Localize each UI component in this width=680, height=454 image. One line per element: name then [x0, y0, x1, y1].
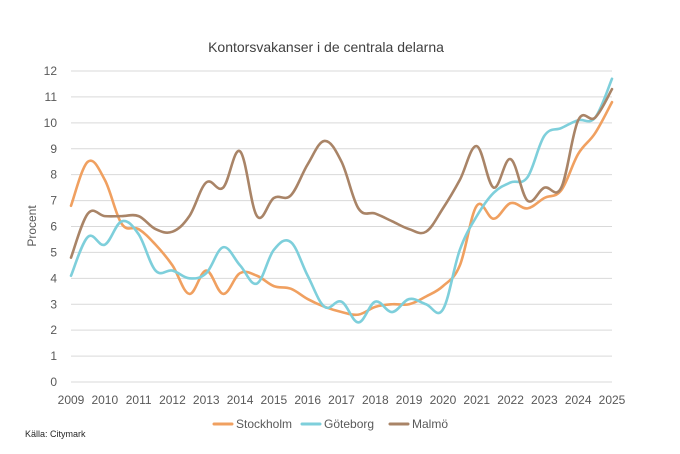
- y-axis-title: Procent: [25, 205, 39, 247]
- x-tick-label: 2023: [531, 393, 558, 407]
- x-tick-label: 2020: [430, 393, 457, 407]
- legend-label: Malmö: [412, 417, 448, 431]
- y-tick-label: 8: [50, 168, 57, 182]
- series-line-malmo: [69, 87, 614, 259]
- x-tick-label: 2012: [159, 393, 186, 407]
- y-tick-label: 5: [50, 245, 57, 259]
- x-tick-label: 2010: [91, 393, 118, 407]
- y-tick-label: 11: [45, 90, 58, 104]
- y-tick-label: 3: [50, 297, 57, 311]
- x-tick-label: 2015: [261, 393, 288, 407]
- x-tick-label: 2009: [58, 393, 85, 407]
- legend-item-stockholm: Stockholm: [212, 417, 292, 431]
- y-tick-label: 1: [50, 349, 57, 363]
- x-tick-label: 2025: [599, 393, 626, 407]
- x-tick-label: 2013: [193, 393, 220, 407]
- x-tick-label: 2019: [396, 393, 423, 407]
- legend: Stockholm Göteborg Malmö: [212, 417, 448, 431]
- y-tick-label: 9: [50, 142, 57, 156]
- series-lines: [69, 77, 614, 324]
- x-tick-label: 2021: [463, 393, 490, 407]
- x-tick-label: 2024: [565, 393, 592, 407]
- legend-label: Göteborg: [324, 417, 374, 431]
- y-tick-label: 10: [44, 116, 58, 130]
- y-tick-label: 4: [50, 271, 57, 285]
- x-tick-label: 2011: [126, 393, 152, 407]
- y-tick-label: 0: [50, 375, 57, 389]
- y-tick-label: 6: [50, 220, 57, 234]
- source-note: Källa: Citymark: [25, 429, 86, 439]
- series-line-stockholm: [69, 100, 614, 317]
- y-tick-label: 7: [50, 194, 57, 208]
- x-tick-label: 2014: [227, 393, 254, 407]
- x-tick-label: 2016: [294, 393, 321, 407]
- chart-title: Kontorsvakanser i de centrala delarna: [208, 39, 444, 55]
- y-tick-label: 2: [50, 323, 57, 337]
- x-tick-label: 2018: [362, 393, 389, 407]
- legend-item-malmo: Malmö: [388, 417, 448, 431]
- y-tick-label: 12: [44, 64, 58, 78]
- series-line-goteborg: [69, 77, 614, 324]
- x-tick-labels: 2009 2010 2011 2012 2013 2014 2015 2016 2017 2018…: [58, 393, 626, 407]
- x-tick-label: 2017: [328, 393, 355, 407]
- legend-item-goteborg: Göteborg: [300, 417, 374, 431]
- x-tick-label: 2022: [497, 393, 524, 407]
- legend-label: Stockholm: [236, 417, 292, 431]
